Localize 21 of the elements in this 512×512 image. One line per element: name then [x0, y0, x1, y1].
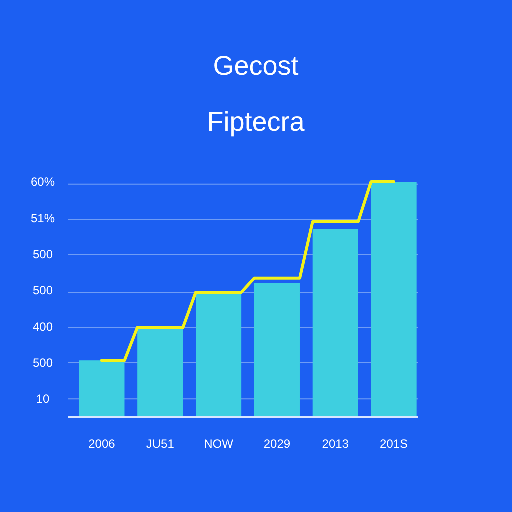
bar [138, 328, 184, 417]
x-tick-label: NOW [204, 437, 234, 452]
text: 60% [30, 175, 56, 190]
text: 500 [32, 248, 54, 262]
x-tick-label: 2029 [264, 437, 291, 452]
text: 51% [30, 211, 56, 226]
x-tick-label: 2013 [322, 437, 350, 452]
x-tick-label: JU51 [146, 437, 175, 452]
bar [79, 360, 125, 417]
x-tick-label: 201S [380, 437, 408, 452]
bar [371, 182, 417, 417]
text: 500 [32, 284, 54, 298]
text: 400 [32, 320, 54, 334]
chart-subtitle: Fiptecra [207, 107, 306, 137]
text: 500 [32, 356, 54, 370]
chart-title: Gecost [213, 51, 300, 81]
x-tick-label: 2006 [88, 437, 116, 452]
bar [312, 229, 358, 417]
bar [196, 292, 242, 417]
text: 10 [36, 392, 50, 406]
bar [254, 283, 300, 417]
